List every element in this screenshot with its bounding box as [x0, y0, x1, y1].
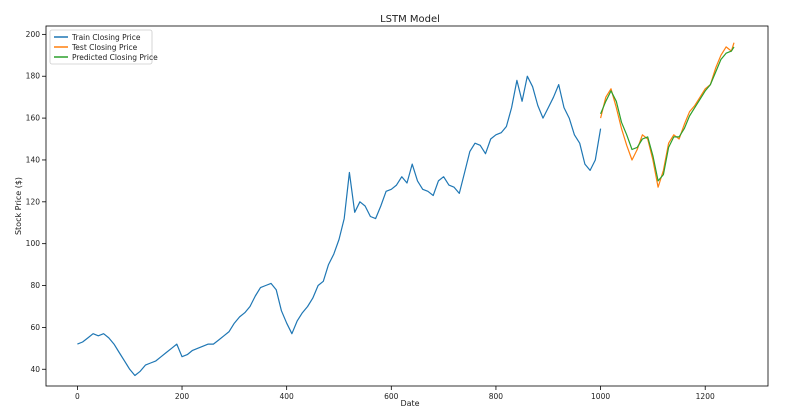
y-tick-label: 120: [26, 197, 41, 206]
x-tick-label: 0: [75, 392, 80, 401]
x-axis: 0 200 400 600 800 1000 1200: [75, 386, 715, 401]
y-tick-label: 60: [30, 323, 40, 332]
x-tick-label: 200: [175, 392, 190, 401]
legend-label-train: Train Closing Price: [71, 33, 141, 42]
x-tick-label: 400: [280, 392, 295, 401]
legend-label-test: Test Closing Price: [71, 43, 138, 52]
legend: Train Closing Price Test Closing Price P…: [49, 29, 158, 65]
plot-area: [77, 42, 735, 377]
x-tick-label: 800: [489, 392, 504, 401]
legend-label-predicted: Predicted Closing Price: [72, 53, 158, 62]
series-line-train: [77, 75, 602, 377]
series-line-predicted: [600, 46, 735, 182]
chart-title: LSTM Model: [380, 14, 440, 25]
y-axis: 40 60 80 100 120 140 160 180 200: [26, 30, 46, 374]
legend-frame: [49, 29, 153, 65]
x-tick-label: 600: [384, 392, 399, 401]
x-tick-label: 1200: [696, 392, 715, 401]
series-line-test: [600, 42, 735, 188]
y-tick-label: 100: [26, 239, 41, 248]
y-tick-label: 200: [26, 30, 41, 39]
y-axis-label: Stock Price ($): [14, 177, 23, 235]
y-tick-label: 80: [30, 281, 40, 290]
y-tick-label: 160: [26, 114, 41, 123]
y-tick-label: 140: [26, 155, 41, 164]
y-tick-label: 40: [30, 365, 40, 374]
x-tick-label: 1000: [591, 392, 610, 401]
x-axis-label: Date: [400, 399, 419, 408]
plot-frame: [45, 25, 769, 387]
y-tick-label: 180: [26, 72, 41, 81]
